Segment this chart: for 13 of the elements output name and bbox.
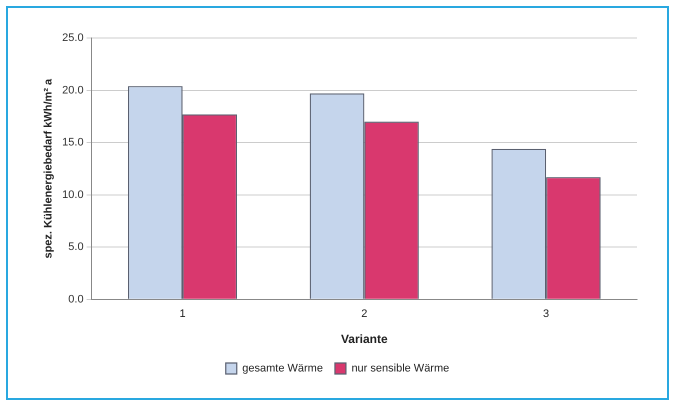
x-tick-label: 2: [361, 308, 368, 320]
y-tick-label: 10.0: [62, 188, 84, 201]
y-tick-label: 0.0: [68, 293, 84, 306]
y-tick-label: 5.0: [68, 241, 84, 254]
legend-label: gesamte Wärme: [242, 362, 323, 375]
y-tick-label: 20.0: [62, 84, 84, 96]
legend-label: nur sensible Wärme: [351, 362, 450, 375]
y-tick-label: 15.0: [62, 136, 84, 149]
x-tick-label: 3: [543, 308, 550, 320]
x-axis-title: Variante: [340, 332, 388, 346]
x-tick-label: 1: [179, 308, 186, 320]
y-axis-title: spez. Kühlenergiebedarf kWh/m² a: [42, 78, 55, 259]
y-tick-label: 25.0: [62, 32, 84, 44]
